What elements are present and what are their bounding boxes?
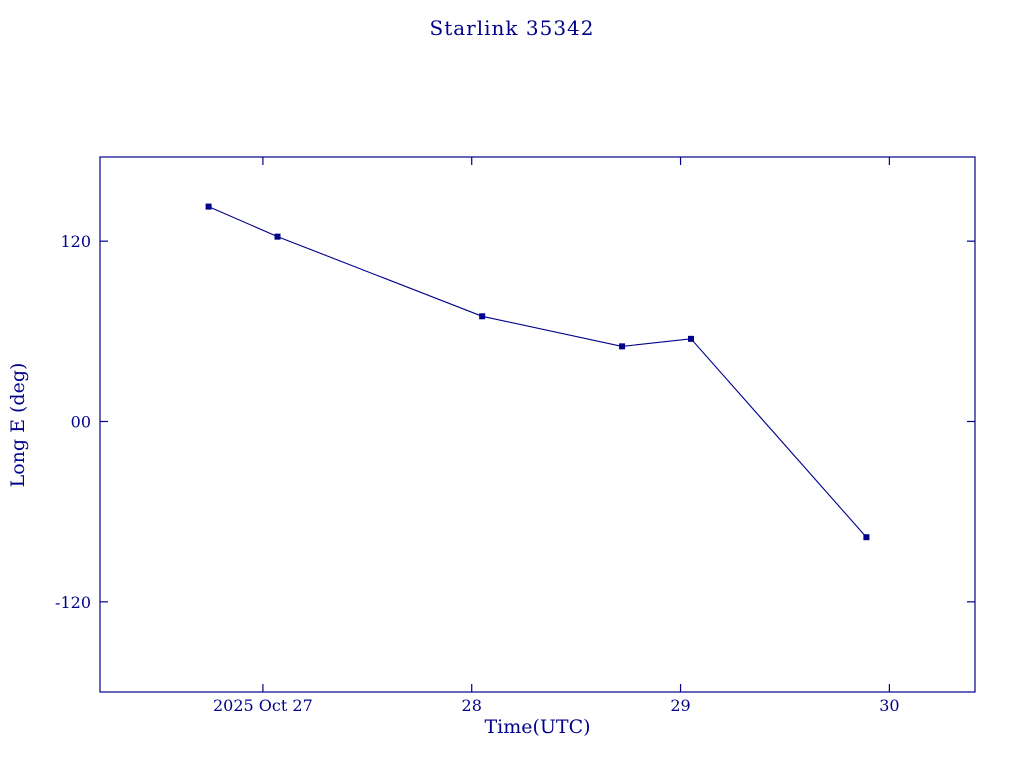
x-tick-label: 28 (462, 696, 482, 715)
x-tick-label: 30 (879, 696, 899, 715)
x-tick-label: 29 (670, 696, 690, 715)
data-point-marker (205, 203, 212, 210)
y-tick-label: 00 (71, 412, 91, 431)
data-point-marker (863, 534, 870, 541)
data-point-marker (687, 335, 694, 342)
data-point-marker (619, 343, 626, 350)
x-tick-label: 2025 Oct 27 (213, 696, 313, 715)
chart-title: Starlink 35342 (429, 16, 595, 40)
x-axis-title: Time(UTC) (484, 716, 591, 738)
data-line (208, 206, 867, 538)
data-point-marker (274, 233, 281, 240)
y-axis-title: Long E (deg) (7, 362, 29, 488)
axis-frame (99, 156, 976, 693)
data-point-marker (479, 313, 486, 320)
y-tick-label: 120 (60, 232, 91, 251)
y-tick-label: -120 (55, 593, 91, 612)
